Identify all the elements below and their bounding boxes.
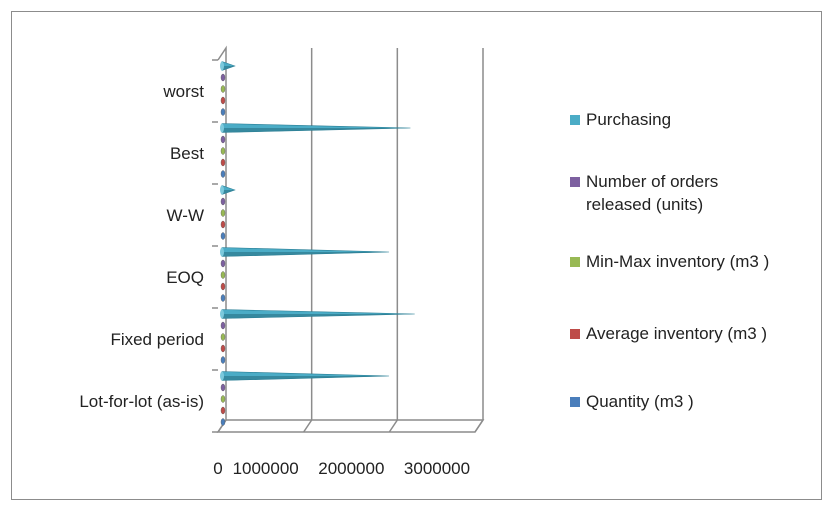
legend-label-min-max-inventory: Min-Max inventory (m3 ) bbox=[586, 252, 770, 271]
category-label: EOQ bbox=[166, 268, 204, 287]
bar-2-0 bbox=[220, 395, 226, 403]
bar-base-4-0 bbox=[220, 371, 224, 381]
x-tick-labels: 0 1000000 2000000 3000000 bbox=[213, 459, 470, 478]
legend-item-number-of-orders: Number of orders released (units) bbox=[570, 170, 776, 216]
bar-1-4 bbox=[220, 158, 226, 167]
bar-2-1 bbox=[220, 333, 226, 341]
chart-plot: Lot-for-lot (as-is) Fixed period EOQ W-W Bes… bbox=[79, 45, 485, 478]
legend-item-quantity: Quantity (m3 ) bbox=[570, 390, 694, 413]
bar-1-2 bbox=[220, 282, 226, 291]
bar-1-1 bbox=[220, 344, 226, 353]
category-label: Fixed period bbox=[110, 330, 204, 349]
bar-3-1 bbox=[220, 321, 226, 330]
x-tick-label: 0 bbox=[213, 459, 222, 478]
bar-2-4 bbox=[220, 147, 226, 155]
bar-base-4-4 bbox=[220, 123, 224, 133]
gridline-1000000 bbox=[303, 48, 313, 433]
bar-base-4-3 bbox=[220, 185, 224, 195]
legend-swatch-min-max-inventory bbox=[570, 257, 580, 267]
bar-0-1 bbox=[220, 356, 226, 364]
bar-2-3 bbox=[220, 209, 226, 217]
legend-item-min-max-inventory: Min-Max inventory (m3 ) bbox=[570, 250, 769, 273]
category-label: Best bbox=[170, 144, 204, 163]
x-tick-label: 3000000 bbox=[404, 459, 470, 478]
bar-1-0 bbox=[220, 406, 226, 415]
floor bbox=[216, 419, 485, 433]
x-tick-label: 2000000 bbox=[318, 459, 384, 478]
bar-base-4-2 bbox=[220, 247, 224, 257]
bar-base-4-5 bbox=[220, 61, 224, 71]
bar-0-2 bbox=[220, 294, 226, 302]
bar-3-5 bbox=[220, 73, 226, 82]
bar-1-5 bbox=[220, 96, 226, 105]
bar-3-0 bbox=[220, 383, 226, 392]
bar-3-2 bbox=[220, 259, 226, 268]
gridline-3000000 bbox=[474, 48, 484, 433]
category-labels: Lot-for-lot (as-is) Fixed period EOQ W-W Bes… bbox=[79, 82, 204, 411]
chart-frame: Lot-for-lot (as-is) Fixed period EOQ W-W Bes… bbox=[11, 11, 822, 500]
bar-3-4 bbox=[220, 135, 226, 144]
bar-2-2 bbox=[220, 271, 226, 279]
bar-0-0 bbox=[220, 418, 226, 426]
gridline-2000000 bbox=[388, 48, 399, 433]
bar-base-4-1 bbox=[220, 309, 224, 319]
legend-label-purchasing: Purchasing bbox=[586, 110, 672, 129]
legend-label-average-inventory: Average inventory (m3 ) bbox=[586, 324, 768, 343]
legend-item-average-inventory: Average inventory (m3 ) bbox=[570, 322, 767, 345]
bar-0-3 bbox=[220, 232, 226, 240]
bar-3-3 bbox=[220, 197, 226, 206]
legend-swatch-average-inventory bbox=[570, 329, 580, 339]
legend-swatch-purchasing bbox=[570, 115, 580, 125]
bar-2-5 bbox=[220, 85, 226, 93]
bar-0-4 bbox=[220, 170, 226, 178]
bar-shade-4-5 bbox=[222, 66, 235, 71]
legend-label-quantity: Quantity (m3 ) bbox=[586, 392, 694, 411]
bar-shade-4-3 bbox=[222, 190, 235, 195]
bar-1-3 bbox=[220, 220, 226, 229]
category-label: worst bbox=[162, 82, 204, 101]
legend-label-number-of-orders: Number of orders released (units) bbox=[586, 172, 719, 214]
category-label: Lot-for-lot (as-is) bbox=[79, 392, 204, 411]
bar-shade-4-1 bbox=[222, 314, 415, 319]
chart-marks bbox=[220, 61, 415, 426]
x-tick-label: 1000000 bbox=[233, 459, 299, 478]
legend-swatch-quantity bbox=[570, 397, 580, 407]
legend-swatch-number-of-orders bbox=[570, 177, 580, 187]
legend-item-purchasing: Purchasing bbox=[570, 108, 671, 131]
bar-0-5 bbox=[220, 108, 226, 116]
gridlines bbox=[212, 48, 484, 433]
category-label: W-W bbox=[167, 206, 204, 225]
